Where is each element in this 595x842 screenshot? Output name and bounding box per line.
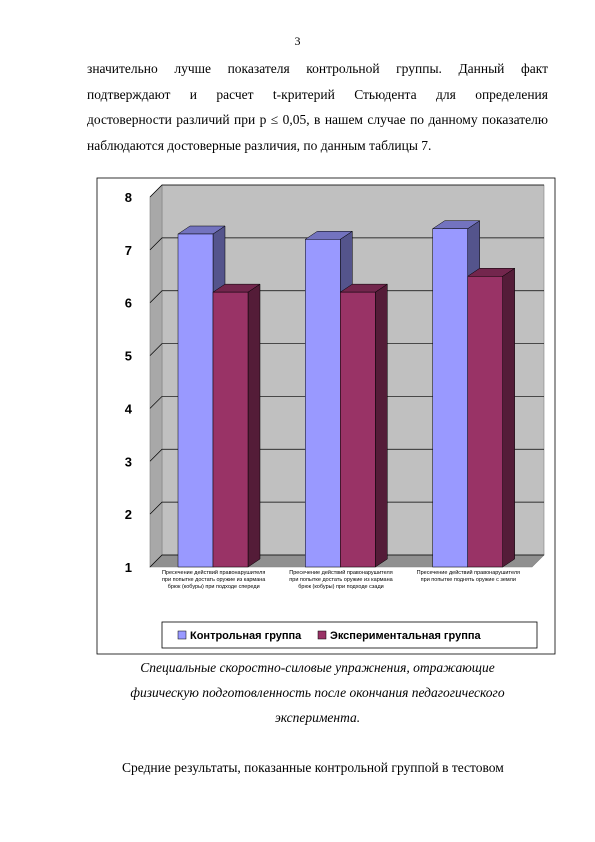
grid-line <box>149 448 544 462</box>
paragraph: значительно лучше показателя контрольной… <box>87 56 548 158</box>
bar-side <box>375 283 388 568</box>
text-line: достоверности различий при p ≤ 0,05, в н… <box>87 112 548 127</box>
legend-swatch <box>317 630 327 640</box>
bar <box>340 291 376 568</box>
y-tick-label: 8 <box>125 190 132 205</box>
grid-line <box>149 554 544 568</box>
paragraph: Средние результаты, показанные контрольн… <box>87 755 548 781</box>
grid-line <box>149 290 544 303</box>
bar <box>212 291 249 568</box>
x-tick-label-box: Пресечение действий правонарушителя при … <box>416 570 521 583</box>
x-tick-label: Пресечение действий правонарушителя при … <box>289 570 393 590</box>
bar-side <box>502 267 515 568</box>
text-line: подтверждают и расчет t-критерий Стьюден… <box>87 86 548 102</box>
y-tick-label: 2 <box>125 507 132 522</box>
grid-line <box>149 396 544 409</box>
bar-side <box>247 283 261 568</box>
chart-frame <box>96 177 556 655</box>
caption: Специальные скоростно-силовые упражнения… <box>80 655 555 730</box>
bar <box>177 233 214 568</box>
y-tick-label: 6 <box>125 296 132 311</box>
bar <box>305 239 341 568</box>
y-tick-label: 5 <box>125 349 132 364</box>
y-tick-label: 1 <box>125 560 132 575</box>
x-tick-label: Пресечение действий правонарушителя при … <box>161 570 266 590</box>
bar <box>467 276 503 568</box>
text-line: значительно лучше показателя контрольной… <box>87 61 548 76</box>
text-line: эксперимента. <box>274 710 361 725</box>
grid-line <box>149 343 544 356</box>
x-tick-label: Пресечение действий правонарушителя при … <box>416 570 521 583</box>
legend-swatch <box>177 630 187 640</box>
text-line: Специальные скоростно-силовые упражнения… <box>140 660 495 675</box>
x-tick-label-box: Пресечение действий правонарушителя при … <box>161 570 266 590</box>
text-line: Средние результаты, показанные контрольн… <box>122 760 504 775</box>
legend-label: Экспериментальная группа <box>330 630 481 642</box>
text-line: физическую подготовленность после оконча… <box>130 685 505 700</box>
text-line: наблюдаются достоверные различия, по дан… <box>87 137 432 153</box>
legend-box <box>161 621 538 649</box>
legend-label: Контрольная группа <box>190 630 302 642</box>
x-tick-label-box: Пресечение действий правонарушителя при … <box>289 570 393 590</box>
y-tick-label: 4 <box>125 401 133 416</box>
grid-line <box>149 237 544 251</box>
y-tick-label: 3 <box>125 454 132 469</box>
y-tick-label: 7 <box>125 243 132 258</box>
grid-line <box>149 501 544 515</box>
grid-line <box>149 184 544 198</box>
page-number: 3 <box>294 34 301 48</box>
side-wall <box>149 184 163 568</box>
bar <box>432 228 468 568</box>
